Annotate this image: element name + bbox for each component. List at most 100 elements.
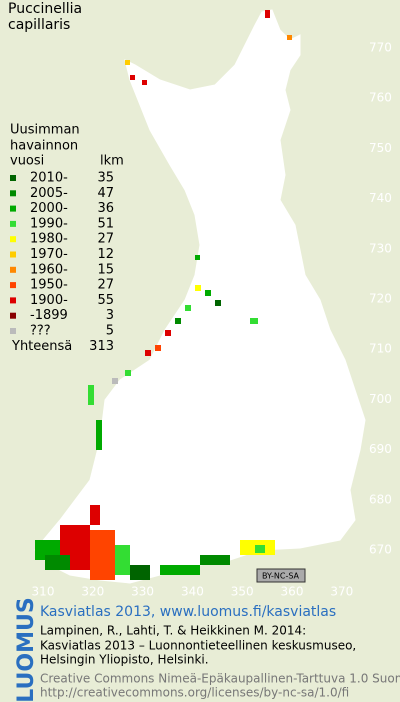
legend-count: 15 [97,262,114,277]
occurrence-square [88,385,94,405]
occurrence-square [96,420,102,450]
legend-count: 27 [97,232,114,247]
occurrence-square [165,330,171,336]
occurrence-square [205,290,211,296]
legend: 2010- 35 2005- 47 2000- 36 1990- 51 1980- 27 1970-… [10,171,114,354]
legend-swatch [10,205,16,212]
northing-label: 670 [369,543,392,557]
occurrence-square [155,345,161,351]
legend-count: 36 [97,201,114,216]
occurrence-square [130,75,135,80]
legend-label: ??? [30,324,51,339]
occurrence-square [90,505,100,525]
legend-label: 2005- [30,186,68,201]
legend-label: 1970- [30,247,68,262]
occurrence-square [130,565,150,580]
legend-total-label: Yhteensä [11,339,72,354]
cc-badge-box [256,568,306,583]
occurrence-square [195,255,200,260]
occurrence-square [255,545,265,553]
legend-swatch [10,175,16,181]
northing-label: 730 [369,241,392,255]
title: Puccinellia [8,1,82,17]
occurrence-square [287,35,292,40]
easting-label: 320 [81,585,104,599]
footer-headline: Kasviatlas 2013, www.luomus.fi/kasviatla… [40,604,336,620]
easting-label: 310 [32,585,55,599]
occurrence-square [265,10,270,18]
occurrence-square [185,305,191,311]
citation: Lampinen, R., Lahti, T. & Heikkinen M. 2… [40,624,306,638]
legend-count: 12 [97,247,114,262]
title: capillaris [8,17,70,33]
occurrence-square [160,565,200,575]
axes: 770 760 750 740 730 720 710 700 690 680 670 310 320 3… [32,41,392,599]
legend-count: 47 [97,186,114,201]
legend-count: 55 [97,293,114,308]
cc-badge: BY-NC-SA [256,568,306,583]
legend-count: 35 [97,171,114,186]
legend-heading: Uusimman [10,123,80,138]
legend-swatch [10,190,16,197]
citation: Kasviatlas 2013 – Luonnontieteellinen ke… [40,639,356,653]
legend-count: 5 [106,324,114,339]
occurrence-square [175,318,181,324]
legend-label: 2010- [30,171,68,186]
northing-label: 720 [369,292,392,306]
legend-swatch [10,312,16,319]
occurrence-square [90,530,115,580]
legend-count: 3 [106,308,114,323]
occurrence-squares [35,10,292,580]
easting-label: 360 [281,585,304,599]
legend-count: 51 [97,216,114,231]
cc-badge-text: BY-NC-SA [262,572,300,581]
legend-swatch [10,297,16,304]
northing-label: 690 [369,442,392,456]
legend-swatch [10,266,16,273]
legend-label: 1950- [30,278,68,293]
citation: Helsingin Yliopisto, Helsinki. [40,653,209,667]
legend-heading: havainnon [10,139,78,154]
occurrence-square [142,80,147,85]
logo: LUOMUS [14,597,39,702]
occurrence-square [112,378,118,384]
legend-heading: vuosi [10,154,44,169]
northing-label: 710 [369,342,392,356]
northing-label: 770 [369,41,392,55]
legend-total: 313 [89,339,114,354]
occurrence-square [145,350,151,356]
easting-label: 370 [330,585,353,599]
occurrence-square [215,300,221,306]
easting-label: 330 [131,585,154,599]
legend-label: 1990- [30,216,68,231]
northing-label: 680 [369,492,392,506]
legend-swatch [10,251,16,258]
occurrence-square [125,60,130,65]
legend-swatch [10,220,16,227]
northing-label: 750 [369,141,392,155]
legend-count: 27 [97,278,114,293]
legend-label: 1900- [30,293,68,308]
northing-label: 740 [369,191,392,205]
legend-swatch [10,236,16,243]
occurrence-square [200,555,230,565]
occurrence-square [250,318,258,324]
legend-label: 1980- [30,232,68,247]
occurrence-square [195,285,201,291]
legend-count-heading: lkm [100,154,124,169]
legend-swatch [10,328,16,334]
legend-label: -1899 [30,308,68,323]
license: http://creativecommons.org/licenses/by-n… [40,686,349,700]
easting-label: 340 [181,585,204,599]
northing-label: 760 [369,91,392,105]
easting-label: 350 [231,585,254,599]
legend-swatch [10,282,16,289]
occurrence-square [45,555,70,570]
license: Creative Commons Nimeä-Epäkaupallinen-Ta… [40,672,400,686]
legend-label: 1960- [30,262,68,277]
legend-label: 2000- [30,201,68,216]
northing-label: 700 [369,392,392,406]
occurrence-square [125,370,131,376]
occurrence-square [115,545,130,575]
